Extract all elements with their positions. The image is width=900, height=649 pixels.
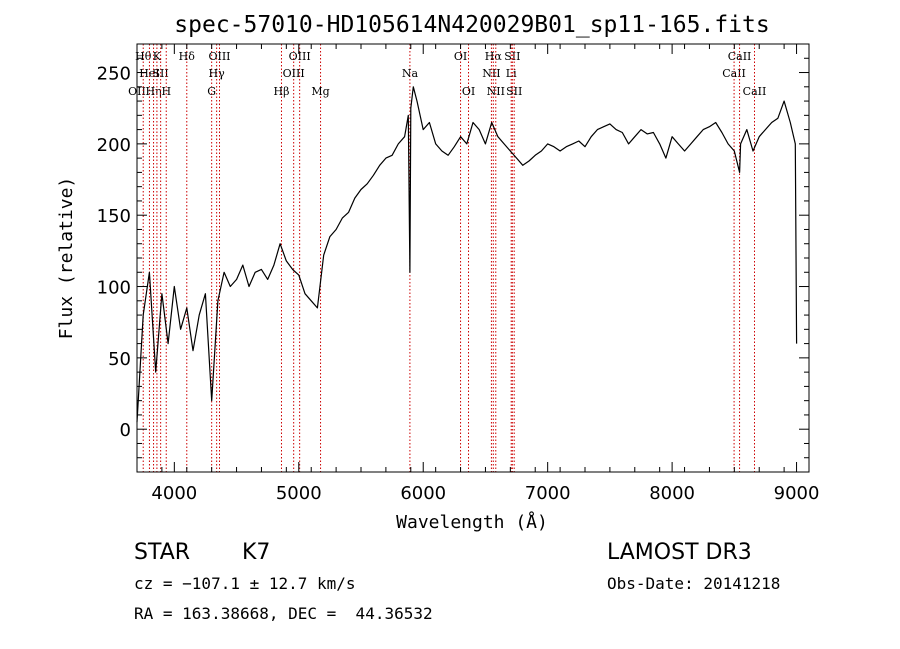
marker-label: Hη [145,85,161,98]
y-axis-label: Flux (relative) [56,177,77,340]
y-axis: 0 50 100 150 200 250 [97,57,809,459]
marker-label: SII [153,67,169,80]
y-tick-label: 250 [97,64,131,85]
y-tick-label: 0 [120,420,131,441]
marker-label: G [207,85,216,98]
plot-frame [136,43,810,473]
marker-label: OI [462,85,475,98]
marker-label: Mg [311,85,329,98]
marker-label: OIII [208,50,230,63]
marker-label: CaII [728,50,752,63]
x-tick-label: 9000 [774,483,820,504]
y-tick-label: 50 [108,349,131,370]
marker-label: SII [504,50,520,63]
marker-label: Na [402,67,419,80]
survey-label: LAMOST DR3 [607,540,752,565]
x-tick-label: 4000 [151,483,197,504]
object-subclass: K7 [242,540,271,565]
marker-label: NII [482,67,500,80]
marker-label: Hβ [274,85,290,98]
x-tick-label: 8000 [649,483,695,504]
x-axis-label: Wavelength (Å) [396,511,548,533]
marker-label: H [161,85,171,98]
x-axis: 4000 5000 6000 7000 8000 9000 [136,44,820,504]
obs-date: Obs-Date: 20141218 [607,574,781,593]
marker-label: Hδ [179,50,196,63]
x-tick-label: 6000 [400,483,446,504]
x-tick-label: 7000 [525,483,571,504]
marker-label: SII [506,85,522,98]
marker-label: HeI [139,67,159,80]
marker-label: OI [454,50,467,63]
marker-label: NII [487,85,505,98]
x-tick-label: 5000 [276,483,322,504]
y-tick-label: 150 [97,206,131,227]
marker-label: CaII [722,67,746,80]
redshift-text: cz = −107.1 ± 12.7 km/s [134,574,356,593]
marker-label: OIII [283,67,305,80]
marker-label: OIII [289,50,311,63]
marker-label: Hθ [135,50,152,63]
marker-label: CaII [743,85,767,98]
coordinates: RA = 163.38668, DEC = 44.36532 [134,604,433,623]
y-tick-label: 200 [97,135,131,156]
object-class: STAR [134,540,191,565]
chart-title: spec-57010-HD105614N420029B01_sp11-165.f… [174,12,769,38]
marker-label: Hγ [209,67,226,80]
emission-line-markers: OIIHθHeIHηKSIIHHδGHγOIIIHβOIIIOIIIMgNaOI… [128,44,766,472]
marker-label: Li [506,67,517,80]
y-tick-label: 100 [97,278,131,299]
spectrum-series [136,86,798,423]
spectrum-line [136,86,798,423]
marker-label: K [153,50,162,63]
marker-label: Hα [485,50,503,63]
